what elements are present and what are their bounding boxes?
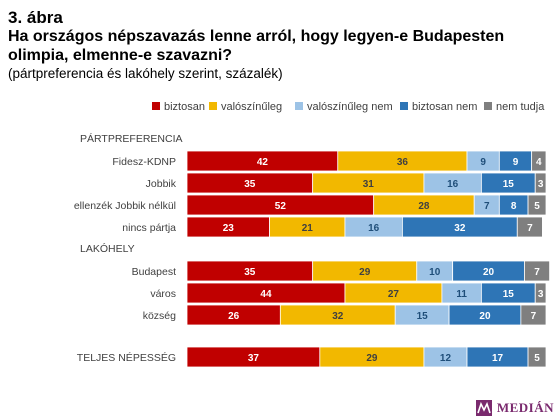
- legend-swatch-0: [152, 102, 160, 110]
- category-label-4: Budapest: [132, 266, 176, 278]
- group-header-1: LAKÓHELY: [80, 242, 135, 255]
- data-label-r6-s2: 15: [417, 311, 429, 322]
- data-label-r6-s1: 32: [332, 311, 344, 322]
- category-label-2: ellenzék Jobbik nélkül: [74, 200, 176, 212]
- bar-segment-r2-s4: [527, 194, 547, 216]
- data-label-r0-s1: 36: [397, 157, 409, 168]
- data-label-r5-s4: 3: [538, 289, 544, 300]
- data-label-r3-s2: 16: [368, 223, 380, 234]
- median-logo-icon: [475, 400, 492, 416]
- data-label-r1-s2: 16: [447, 179, 459, 190]
- group-header-0: PÁRTPREFERENCIA: [80, 132, 183, 145]
- bar-segment-r4-s4: [524, 260, 550, 282]
- bar-segment-r0-s4: [531, 150, 547, 172]
- figure-title-line1: Ha országos népszavazás lenne arról, hog…: [8, 28, 505, 45]
- legend-label-2: valószínűleg nem: [307, 101, 393, 113]
- data-label-r3-s3: 32: [454, 223, 466, 234]
- legend: biztosan valószínűleg valószínűleg nem bizt…: [152, 101, 545, 113]
- category-label-1: Jobbik: [146, 178, 177, 190]
- legend-label-1: valószínűleg: [221, 101, 282, 113]
- figure-title-line2: olimpia, elmenne-e szavazni?: [8, 47, 233, 64]
- data-label-r7-s3: 17: [492, 353, 504, 364]
- data-label-r4-s0: 35: [244, 267, 256, 278]
- median-logo: MEDIÁN: [475, 399, 554, 417]
- data-label-r7-s4: 5: [534, 353, 540, 364]
- figure-number: 3. ábra: [8, 8, 63, 27]
- data-label-r2-s1: 28: [418, 201, 430, 212]
- data-label-r4-s4: 7: [534, 267, 540, 278]
- data-label-r3-s0: 23: [223, 223, 235, 234]
- data-label-r2-s4: 5: [534, 201, 540, 212]
- bar-segment-r7-s4: [527, 346, 547, 368]
- bar-segment-r6-s4: [520, 304, 547, 326]
- data-label-r4-s1: 29: [359, 267, 371, 278]
- data-label-r4-s3: 20: [483, 267, 495, 278]
- data-label-r1-s4: 3: [538, 179, 544, 190]
- legend-label-3: biztosan nem: [412, 101, 477, 113]
- data-label-r5-s1: 27: [388, 289, 400, 300]
- data-label-r7-s2: 12: [440, 353, 452, 364]
- bar-segment-r1-s4: [534, 172, 547, 194]
- legend-label-0: biztosan: [164, 101, 205, 113]
- data-label-r1-s1: 31: [363, 179, 375, 190]
- bar-segment-r5-s4: [534, 282, 547, 304]
- data-label-r0-s4: 4: [536, 157, 542, 168]
- data-label-r2-s0: 52: [275, 201, 287, 212]
- data-label-r5-s3: 15: [503, 289, 515, 300]
- bar-segment-r3-s4: [516, 216, 543, 238]
- data-label-r4-s2: 10: [429, 267, 441, 278]
- data-label-r3-s1: 21: [302, 223, 314, 234]
- legend-swatch-3: [400, 102, 408, 110]
- data-label-r7-s1: 29: [366, 353, 378, 364]
- data-label-r2-s3: 8: [511, 201, 517, 212]
- data-label-r0-s0: 42: [257, 157, 269, 168]
- median-logo-text: MEDIÁN: [496, 400, 554, 415]
- title-block: 3. ábra Ha országos népszavazás lenne ar…: [8, 8, 553, 82]
- data-label-r6-s4: 7: [531, 311, 537, 322]
- legend-label-4: nem tudja: [496, 101, 545, 113]
- data-label-r5-s2: 11: [456, 289, 467, 300]
- data-label-r5-s0: 44: [260, 289, 272, 300]
- data-label-r7-s0: 37: [248, 353, 260, 364]
- category-label-6: község: [143, 310, 176, 322]
- legend-swatch-1: [209, 102, 217, 110]
- data-label-r0-s3: 9: [513, 157, 519, 168]
- category-label-7: TELJES NÉPESSÉG: [77, 351, 176, 364]
- data-label-r3-s4: 7: [527, 223, 533, 234]
- data-label-r6-s3: 20: [479, 311, 491, 322]
- category-label-5: város: [150, 288, 176, 300]
- category-label-3: nincs pártja: [122, 222, 176, 234]
- data-label-r1-s0: 35: [244, 179, 256, 190]
- legend-swatch-4: [484, 102, 492, 110]
- data-label-r2-s2: 7: [484, 201, 490, 212]
- data-label-r6-s0: 26: [228, 311, 240, 322]
- data-label-r0-s2: 9: [480, 157, 486, 168]
- figure-subtitle: (pártpreferencia és lakóhely szerint, sz…: [8, 66, 283, 81]
- data-label-r1-s3: 15: [503, 179, 515, 190]
- category-label-0: Fidesz-KDNP: [112, 156, 176, 168]
- legend-swatch-2: [295, 102, 303, 110]
